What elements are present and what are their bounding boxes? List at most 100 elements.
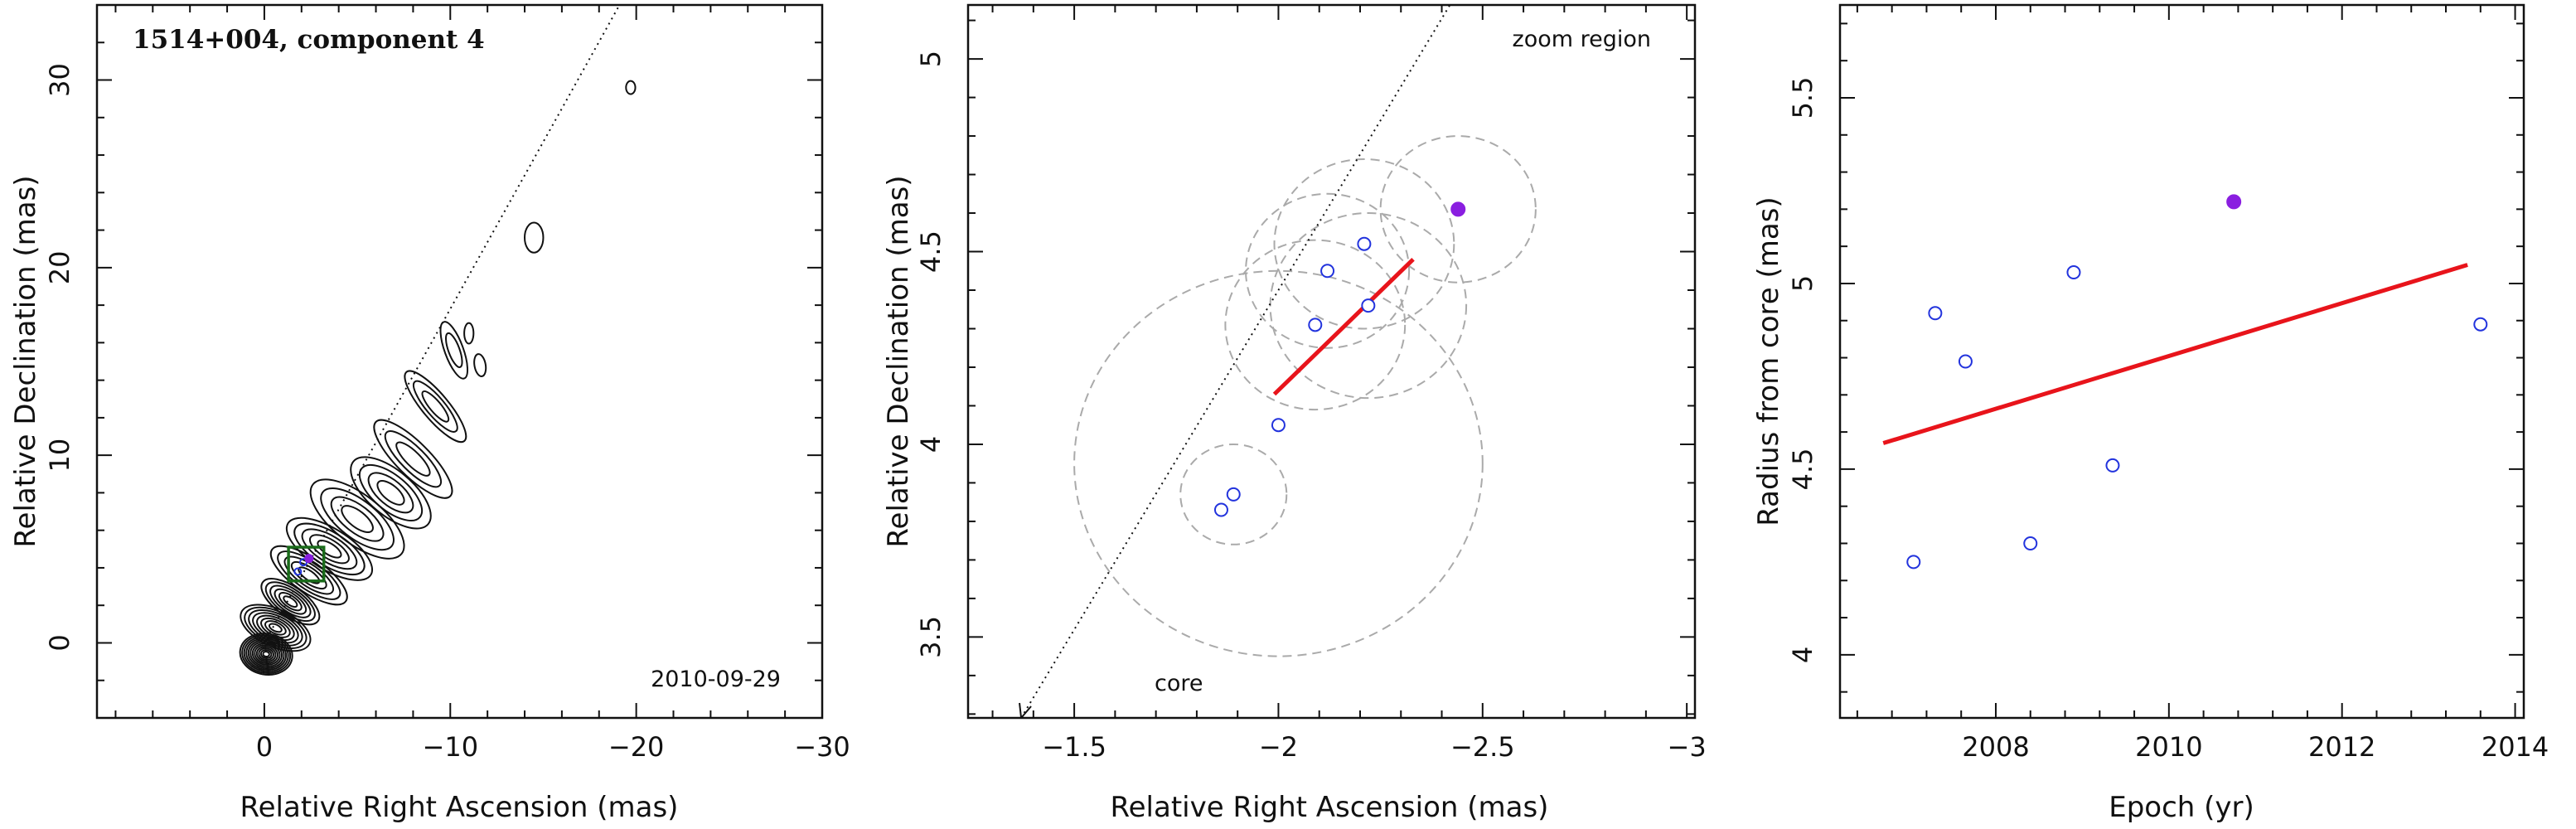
contour-level (320, 487, 395, 551)
y-tick-label: 5 (1787, 275, 1818, 292)
contour-level (330, 496, 385, 542)
panel3-x-axis-label: Epoch (yr) (2109, 791, 2254, 824)
panel2-x-axis-label: Relative Right Ascension (mas) (1111, 791, 1549, 824)
y-tick-label: 4 (1787, 647, 1818, 663)
contour-level (243, 636, 289, 672)
y-tick-label: 4.5 (1787, 448, 1818, 490)
contour-level (473, 353, 487, 377)
highlight-point (1450, 201, 1466, 217)
y-tick-label: 30 (44, 63, 75, 97)
jet-direction-line (1020, 4, 1451, 719)
panel3-y-axis-label: Radius from core (mas) (1752, 196, 1785, 526)
contour-level (252, 612, 299, 644)
fit-line (1272, 258, 1415, 396)
x-tick-label: 2014 (2482, 731, 2549, 763)
contour-level (412, 380, 458, 433)
x-tick-label: −1.5 (1042, 731, 1106, 763)
component-point (1308, 318, 1323, 332)
panel1-y-axis-label: Relative Declination (mas) (9, 175, 42, 547)
panel-radius-vs-epoch: 2008 2010 2012 2014 4 4.5 5 5.5 Epoch (yr) Radi… (1752, 3, 2549, 824)
contour-level (269, 584, 312, 618)
contour-level (244, 606, 307, 650)
x-tick-label: 2012 (2308, 731, 2375, 763)
contour-level (240, 604, 312, 652)
component-point (1271, 418, 1286, 433)
contour-level (445, 332, 463, 368)
contour-level (395, 441, 431, 477)
x-tick-label: −30 (794, 731, 850, 763)
x-tick-label: −20 (608, 731, 665, 763)
error-circle (1273, 158, 1455, 330)
contour-level (341, 505, 374, 534)
component-point (2066, 265, 2081, 279)
contour-level (367, 472, 414, 514)
contour-level (373, 419, 453, 499)
component-point (1320, 264, 1335, 279)
component-point (2473, 317, 2488, 332)
contour-level (255, 646, 277, 663)
contour-level (421, 390, 450, 423)
panel2-region-label: zoom region (1513, 27, 1651, 52)
contour-level (256, 614, 295, 642)
contour-level (274, 588, 307, 615)
x-tick-label: 0 (256, 731, 273, 763)
panel2-marks (1019, 4, 1537, 719)
component-point (1361, 298, 1376, 313)
y-tick-label: 0 (44, 634, 75, 651)
contour-level (358, 463, 424, 521)
error-circle (1073, 269, 1484, 657)
y-tick-label: 10 (44, 439, 75, 473)
zoom-box (287, 545, 326, 583)
x-tick-label: −3 (1668, 731, 1707, 763)
x-tick-label: −2.5 (1450, 731, 1515, 763)
contour-level (404, 370, 467, 444)
highlight-point (2226, 194, 2242, 210)
panel-zoom-region: −1.5 −2 −2.5 −3 3.5 4 4.5 5 zoom region core Re… (882, 3, 1707, 824)
contour-level (309, 478, 405, 560)
component-point (2023, 536, 2038, 550)
component-point (1226, 487, 1241, 502)
panel3-ticks: 2008 2010 2012 2014 4 4.5 5 5.5 (1787, 5, 2549, 763)
error-circle (1379, 135, 1537, 284)
y-tick-label: 5 (915, 51, 947, 67)
contour-level (262, 651, 270, 658)
contour-level (463, 322, 475, 345)
error-circle (1245, 192, 1411, 349)
panel2-core-label: core (1155, 671, 1203, 696)
panel2-frame (966, 3, 1697, 720)
contour-level (384, 430, 443, 488)
x-tick-label: −2 (1259, 731, 1298, 763)
contour-level (524, 221, 545, 254)
x-tick-label: −10 (423, 731, 479, 763)
contour-level (317, 540, 342, 559)
panel1-title: 1514+004, component 4 (133, 25, 485, 55)
contour-level (260, 617, 291, 638)
contour-level (625, 80, 637, 95)
jet-contours (239, 80, 637, 676)
contour-level (264, 581, 316, 623)
contour-level (248, 609, 303, 647)
contour-level (258, 647, 274, 662)
contour-level (283, 555, 335, 595)
contour-level (264, 620, 287, 636)
error-circle (1224, 239, 1407, 411)
y-tick-label: 20 (44, 250, 75, 284)
panel1-epoch-label: 2010-09-29 (651, 667, 781, 692)
fit-line (1882, 263, 2468, 445)
panel1-ticks: 0 −10 −20 −30 0 10 20 30 (44, 4, 850, 763)
panel3-marks (1882, 194, 2488, 570)
contour-level (439, 321, 469, 380)
y-tick-label: 5.5 (1787, 77, 1818, 119)
error-circle (1269, 212, 1468, 400)
contour-level (278, 592, 303, 612)
panel3-frame (1838, 3, 2525, 720)
component-point (1928, 306, 1943, 321)
component-point (1958, 354, 1973, 369)
core-arrowhead (1019, 702, 1032, 719)
highlight-point (304, 554, 314, 564)
contour-level (251, 642, 281, 667)
contour-level (268, 623, 283, 633)
component-point (1357, 236, 1372, 251)
contour-level (259, 649, 273, 660)
